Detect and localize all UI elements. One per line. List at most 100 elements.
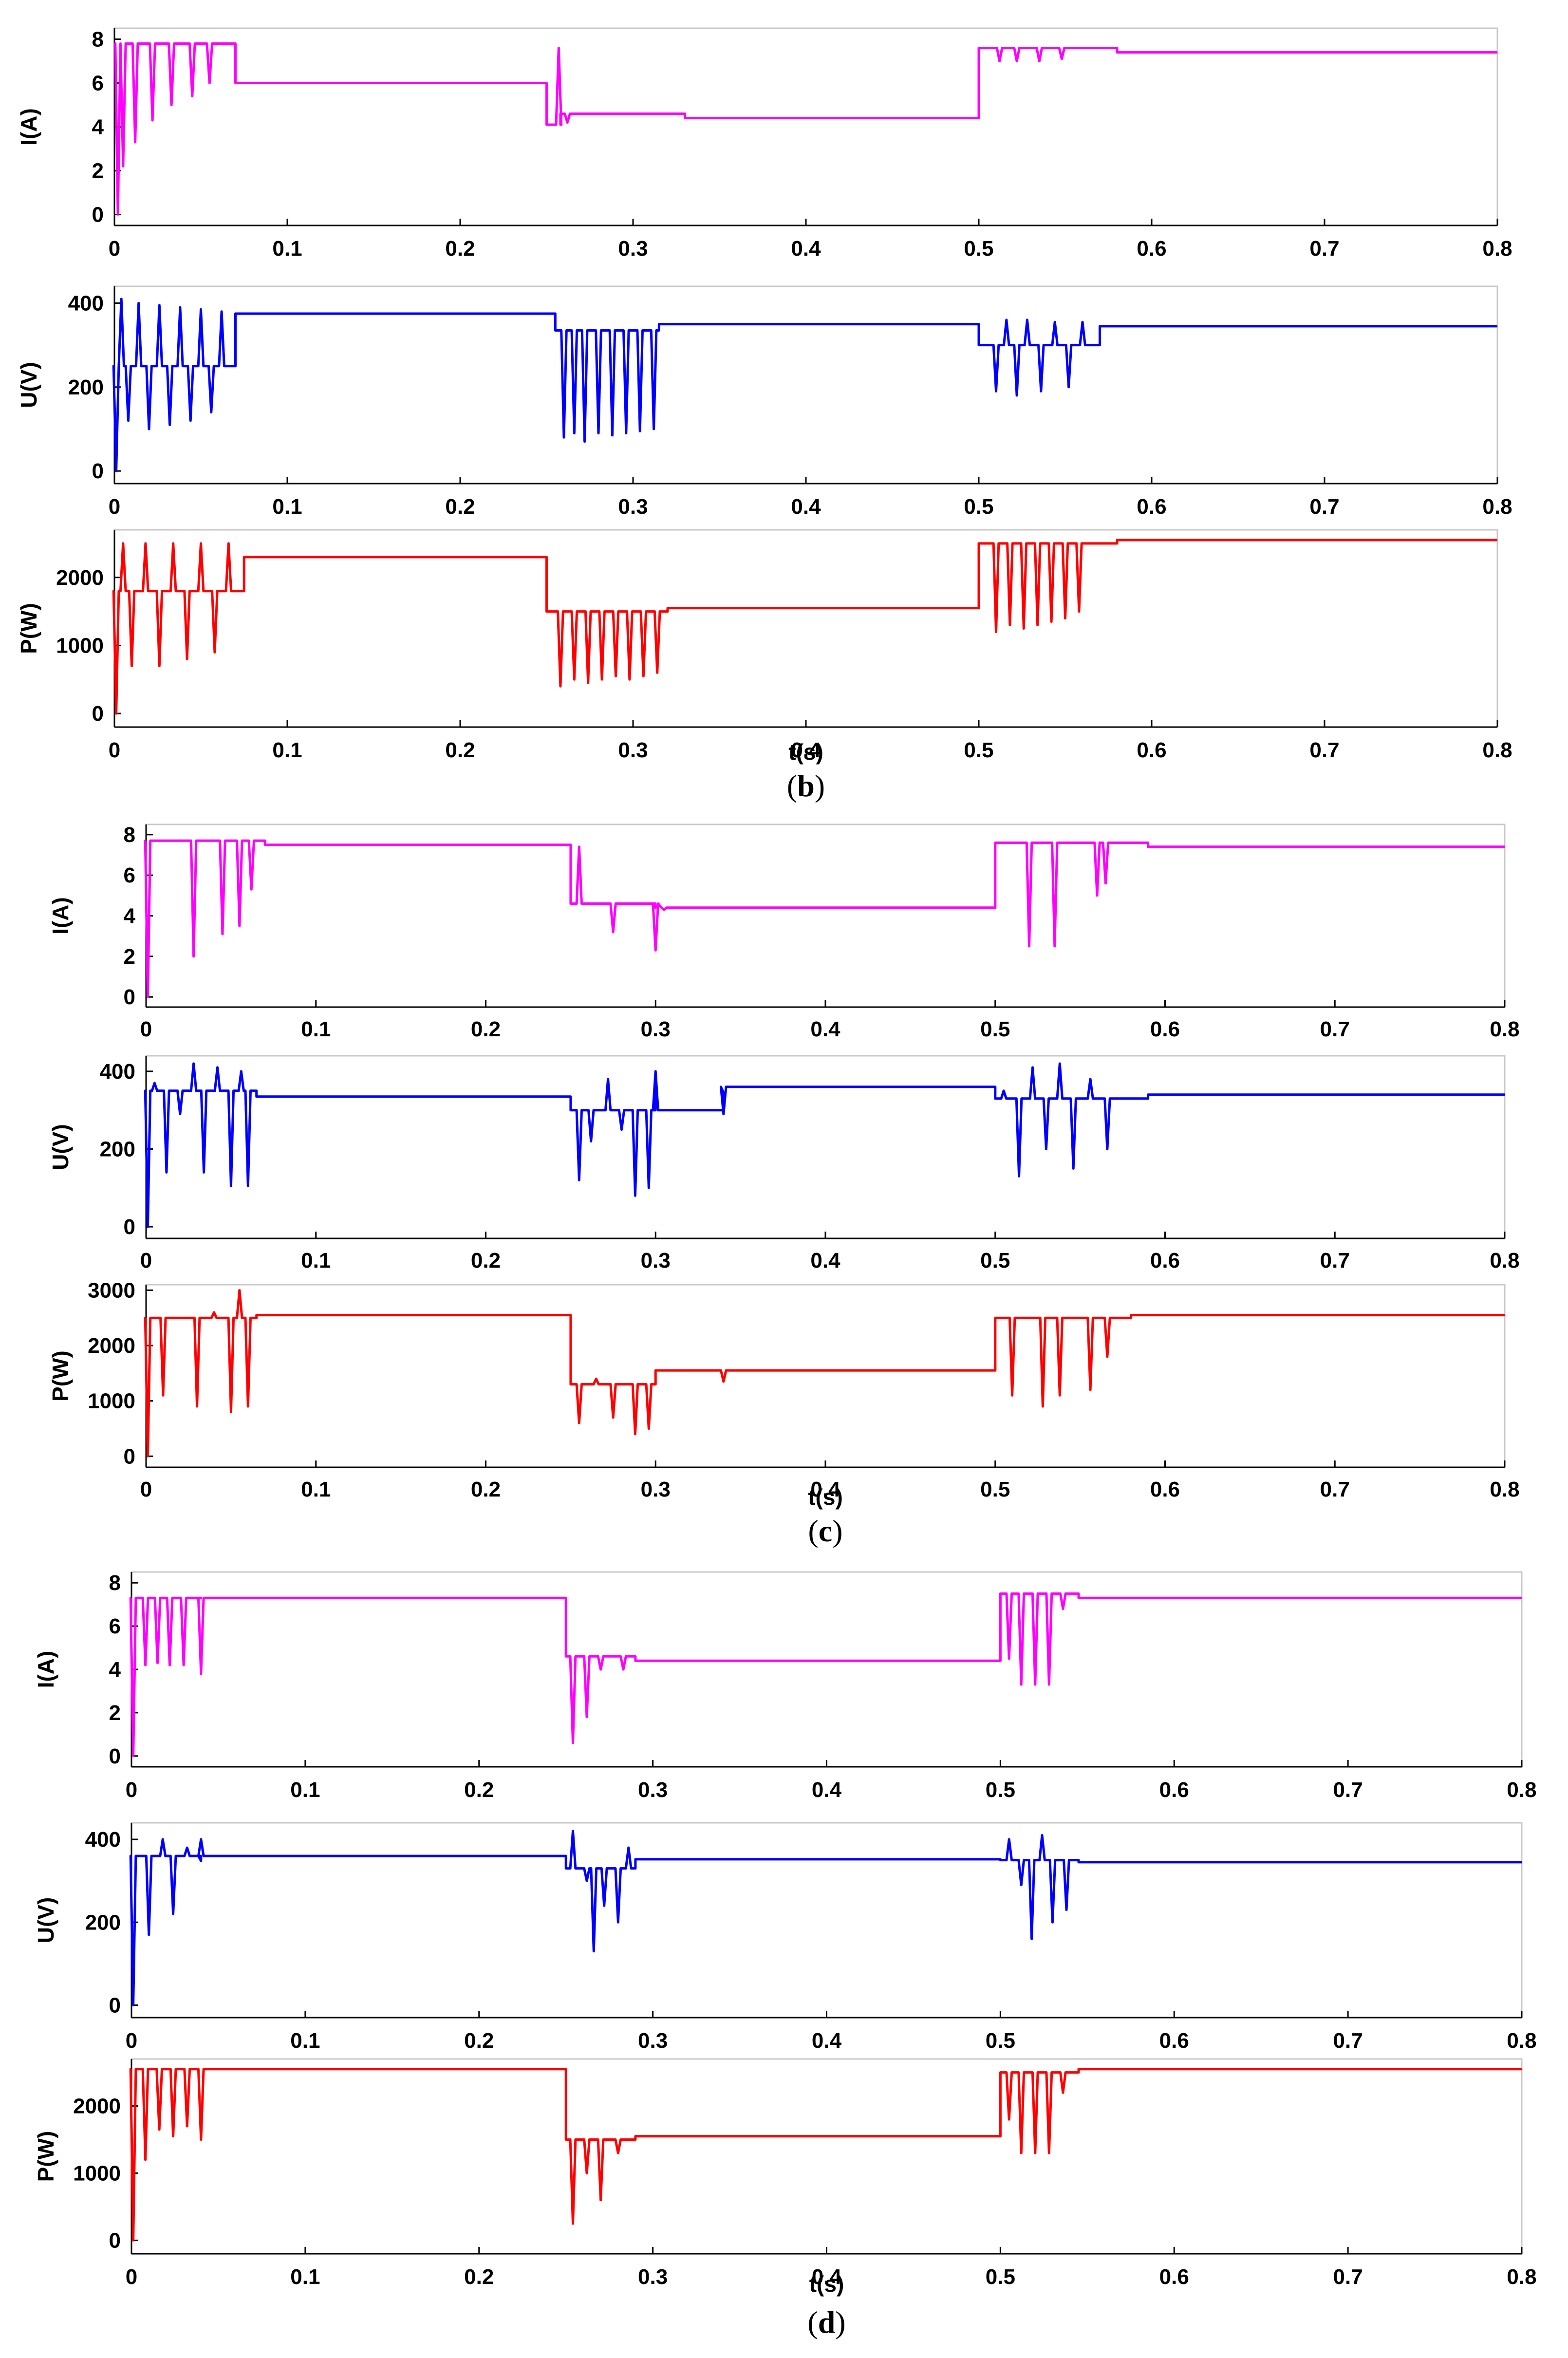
data-point (148, 1933, 150, 1936)
y-tick-label: 200 (100, 1137, 135, 1161)
data-point (221, 933, 224, 935)
panel-d-P(W): 0 1000 2000 P(W) 0 0.1 0.2 0.3 0.4 0.5 0.6 0.7 0.8 (33, 2058, 1537, 2289)
series-line-I(A) (129, 1592, 1522, 1758)
y-tick-label: 4 (92, 115, 104, 139)
data-point (170, 104, 173, 106)
plot-frame (131, 2058, 1523, 2255)
data-point (192, 955, 195, 957)
data-point (617, 2152, 619, 2154)
data-point (1050, 620, 1053, 623)
x-tick-label: 0.2 (464, 1778, 494, 1802)
panel-c-I(A): 0 2 4 6 8 I(A) 0 0.1 0.2 0.3 0.4 0.5 0.6 0.7 0.8 (48, 823, 1520, 1041)
panel-b-P(W): 0 1000 2000 P(W) 0 0.1 0.2 0.3 0.4 0.5 0.6 0.7 0.8 (16, 529, 1512, 762)
data-point (1036, 624, 1039, 626)
y-tick-label: 3000 (88, 1278, 135, 1302)
x-tick-label: 0.4 (812, 2265, 842, 2289)
data-point (599, 2199, 602, 2201)
x-tick-label: 0.8 (1490, 1249, 1519, 1273)
data-point (216, 1066, 219, 1068)
data-point (156, 1662, 159, 1664)
data-point (1008, 2118, 1010, 2121)
y-tick-label: 1000 (73, 2161, 121, 2185)
data-point (648, 1427, 650, 1430)
data-point (203, 1171, 205, 1174)
plot-frame (145, 1055, 1506, 1239)
plot-frame (113, 285, 1498, 485)
data-point (151, 119, 154, 121)
x-tick-label: 0.4 (791, 738, 821, 762)
plot-frame (145, 1284, 1506, 1468)
x-tick-label: 0.6 (1137, 738, 1166, 762)
x-tick-label: 0.3 (638, 1778, 668, 1802)
y-tick-label: 400 (68, 291, 104, 315)
panel-d-I(A): 0 2 4 6 8 I(A) 0 0.1 0.2 0.3 0.4 0.5 0.6 0.7 0.8 (33, 1571, 1537, 1802)
data-point (179, 1113, 181, 1115)
data-point (120, 298, 123, 300)
data-point (213, 651, 216, 654)
x-tick-label: 0.1 (301, 1017, 331, 1041)
data-point (158, 304, 161, 306)
y-tick-label: 2 (92, 159, 104, 183)
data-point (238, 1289, 241, 1291)
x-tick-label: 0 (140, 1017, 152, 1041)
data-point (572, 1742, 574, 1744)
data-point (1078, 610, 1080, 613)
data-point (586, 1880, 588, 1882)
x-tick-label: 0 (126, 1778, 137, 1802)
x-tick-label: 0.3 (618, 738, 648, 762)
y-tick-label: 200 (85, 1910, 121, 1934)
data-point (597, 432, 599, 434)
data-point (611, 434, 614, 436)
y-tick-label: 0 (92, 203, 104, 227)
data-point (622, 1668, 624, 1670)
data-point (189, 419, 192, 422)
data-point (191, 95, 193, 97)
y-tick-label: 8 (109, 1571, 121, 1595)
data-point (998, 60, 1001, 62)
data-point (578, 845, 580, 848)
data-point (227, 542, 230, 544)
data-point (563, 436, 565, 439)
x-tick-label: 0.2 (445, 237, 475, 261)
data-point (144, 542, 147, 544)
data-point (147, 996, 149, 998)
x-axis-label: t(s) (788, 739, 823, 765)
data-point (590, 1140, 592, 1142)
x-tick-label: 0.2 (471, 1478, 501, 1501)
data-point (558, 47, 560, 49)
data-point (587, 682, 589, 684)
x-tick-label: 0.7 (1320, 1478, 1350, 1501)
y-tick-label: 2000 (88, 1334, 135, 1358)
data-point (132, 2239, 134, 2242)
x-tick-label: 0.7 (1333, 2029, 1363, 2053)
data-point (230, 1411, 232, 1413)
y-tick-label: 6 (109, 1614, 121, 1638)
x-tick-label: 0.8 (1482, 738, 1512, 762)
y-tick-label: 0 (124, 985, 135, 1009)
data-point (654, 1070, 657, 1072)
x-tick-label: 0.6 (1150, 1478, 1180, 1501)
y-tick-label: 2000 (56, 566, 104, 590)
x-tick-label: 0.6 (1159, 2029, 1189, 2053)
plot-frame (131, 1822, 1523, 2019)
y-axis-label: U(V) (48, 1124, 73, 1170)
data-point (210, 411, 212, 413)
x-axis-label: t(s) (808, 1484, 843, 1510)
y-tick-label: 2 (109, 1701, 121, 1725)
data-point (1064, 617, 1066, 619)
data-point (127, 419, 130, 422)
data-point (648, 1187, 650, 1189)
data-point (172, 2135, 174, 2137)
data-point (573, 432, 576, 434)
chart-b: 0 2 4 6 8 I(A) 0 0.1 0.2 0.3 0.4 0.5 0.6 0.7 0.8 0 200 40… (16, 27, 1512, 803)
y-axis-label: P(W) (48, 1350, 73, 1402)
data-point (642, 675, 645, 677)
data-point (1048, 2152, 1050, 2154)
x-axis-label: t(s) (809, 2271, 844, 2297)
data-point (612, 931, 615, 933)
data-point (578, 1422, 580, 1424)
data-point (586, 2172, 588, 2174)
x-tick-label: 0 (126, 2265, 137, 2289)
x-tick-label: 0.8 (1490, 1017, 1519, 1041)
x-tick-label: 0.3 (641, 1478, 671, 1501)
